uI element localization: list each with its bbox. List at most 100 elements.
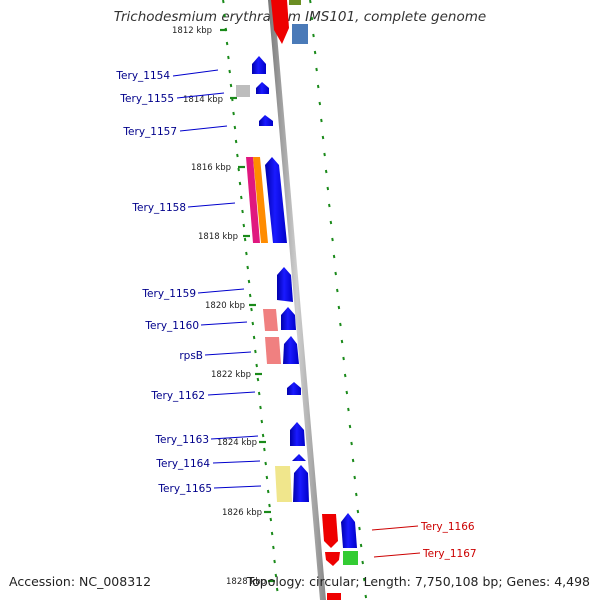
track-tick (252, 335, 256, 340)
track-tick (234, 139, 238, 144)
track-tick (324, 169, 328, 174)
topology-text: Topology: circular; Length: 7,750,108 bp… (246, 574, 590, 589)
gene-tery-1165-yellow (275, 466, 292, 502)
kbp-label: 1816 kbp (191, 163, 231, 173)
track-tick (356, 509, 360, 514)
backbone-track (268, 0, 326, 600)
gene-blue-top (292, 24, 308, 44)
track-tick (264, 461, 267, 466)
track-tick (312, 33, 315, 38)
track-tick (251, 321, 255, 326)
track-tick (332, 254, 336, 259)
track-tick (345, 390, 349, 395)
gene-tery-1155-grey (236, 85, 250, 97)
track-tick (266, 489, 270, 494)
track-tick (272, 545, 275, 550)
gene-tery-1160 (281, 307, 296, 330)
track-tick (240, 195, 243, 200)
gene-label-rpsb[interactable]: rpsB (179, 350, 203, 362)
track-tick (318, 101, 322, 106)
kbp-label: 1820 kbp (205, 301, 245, 311)
track-tick (329, 220, 333, 225)
track-tick (241, 209, 244, 214)
track-tick (350, 441, 353, 446)
gene-label-tery-1159[interactable]: Tery_1159 (141, 288, 196, 300)
gene-label-tery-1158[interactable]: Tery_1158 (131, 202, 186, 214)
gene-tery-1166-blue (341, 513, 357, 548)
track-tick (222, 0, 225, 4)
track-tick (328, 203, 331, 208)
track-tick (337, 305, 341, 310)
kbp-label: 1812 kbp (172, 26, 212, 36)
gene-tery-1158-magenta (246, 157, 260, 243)
track-tick (243, 237, 247, 242)
gene-tery-1158-orange (253, 157, 268, 243)
track-tick (347, 407, 350, 412)
track-tick (268, 503, 271, 508)
track-tick (313, 50, 317, 55)
track-tick (273, 559, 276, 564)
track-tick (257, 391, 261, 396)
track-tick (270, 531, 274, 536)
gene-olive-top (289, 0, 301, 5)
gene-label-tery-1163[interactable]: Tery_1163 (154, 434, 209, 446)
gene-label-tery-1155[interactable]: Tery_1155 (119, 93, 174, 105)
gene-label-tery-1167[interactable]: Tery_1167 (422, 548, 477, 560)
track-tick (247, 279, 251, 284)
kbp-label: 1814 kbp (183, 95, 223, 105)
gene-rpsb (283, 336, 299, 364)
gene-labels: Tery_1154 Tery_1155 Tery_1157 Tery_1158 … (115, 70, 476, 560)
track-tick (315, 67, 318, 72)
track-tick (309, 0, 312, 4)
track-tick (232, 111, 235, 116)
track-tick (334, 271, 337, 276)
gene-label-tery-1164[interactable]: Tery_1164 (155, 458, 210, 470)
track-tick (238, 181, 242, 186)
gene-tery-1166 (322, 514, 338, 548)
track-tick (236, 153, 239, 158)
track-tick (336, 288, 339, 293)
gene-label-tery-1160[interactable]: Tery_1160 (144, 320, 199, 332)
track-tick (227, 55, 230, 60)
gene-label-tery-1166[interactable]: Tery_1166 (420, 521, 475, 533)
gene-label-tery-1165[interactable]: Tery_1165 (157, 483, 212, 495)
track-tick (351, 458, 355, 463)
gene-tery-1167-green (343, 551, 358, 565)
track-tick (342, 356, 345, 361)
track-tick (326, 186, 330, 191)
outer-tick-track (309, 0, 368, 599)
gene-tery-1158 (265, 157, 287, 243)
track-tick (265, 475, 269, 480)
track-tick (340, 339, 344, 344)
gene-tery-1163 (290, 422, 305, 446)
track-tick (348, 424, 352, 429)
track-tick (339, 322, 342, 327)
kbp-label: 1826 kbp (222, 508, 262, 518)
track-tick (233, 125, 237, 130)
gene-red-bottom (327, 593, 341, 600)
track-tick (353, 475, 356, 480)
track-tick (316, 84, 320, 89)
gene-label-tery-1157[interactable]: Tery_1157 (122, 126, 177, 138)
gene-red-top (271, 0, 289, 44)
track-tick (323, 152, 326, 157)
gene-tery-1167 (325, 552, 340, 566)
track-tick (358, 526, 361, 531)
kbp-label: 1824 kbp (217, 438, 257, 448)
track-tick (246, 265, 249, 270)
track-tick (320, 118, 323, 123)
track-tick (355, 492, 358, 497)
track-tick (255, 363, 258, 368)
track-tick (260, 419, 264, 424)
track-tick (223, 13, 226, 18)
scale-labels: 1812 kbp 1814 kbp 1816 kbp 1818 kbp 1820… (172, 26, 275, 587)
label-leaders (172, 69, 421, 558)
kbp-label: 1822 kbp (211, 370, 251, 380)
gene-label-tery-1162[interactable]: Tery_1162 (150, 390, 205, 402)
gene-label-tery-1154[interactable]: Tery_1154 (115, 70, 170, 82)
track-tick (256, 377, 260, 382)
track-tick (261, 433, 265, 438)
track-tick (321, 135, 325, 140)
track-tick (229, 83, 233, 88)
